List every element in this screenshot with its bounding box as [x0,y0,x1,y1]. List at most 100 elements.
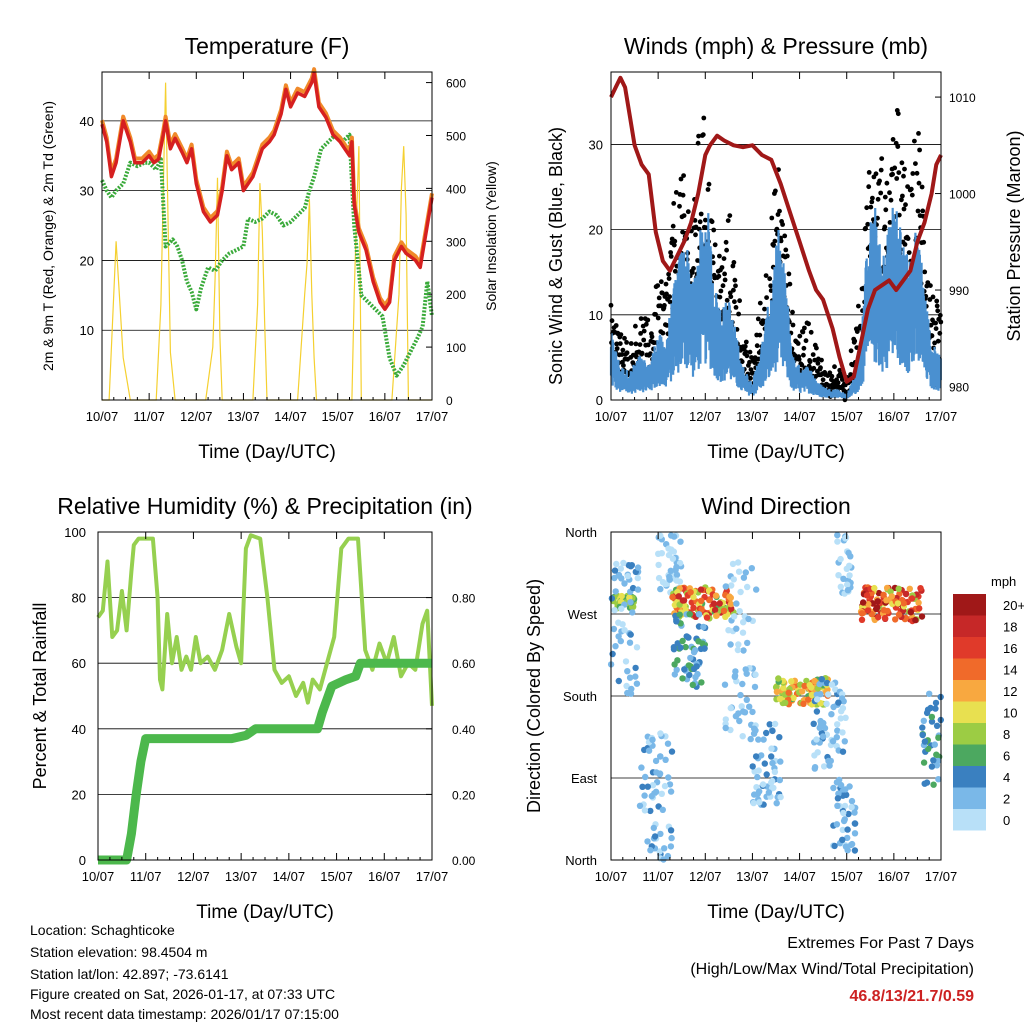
direction-dot [620,559,627,567]
direction-dot [698,606,705,613]
direction-dot [825,757,832,765]
direction-dot [883,597,890,604]
gust-dot [768,283,774,289]
gust-dot [731,287,736,293]
direction-dot [661,782,669,790]
direction-dot [655,561,662,569]
direction-dot [844,847,851,854]
gust-dot [814,345,819,351]
gust-dot [801,345,807,351]
direction-dot [818,676,825,683]
humidity-ytick-right-label: 0.80 [452,592,476,606]
direction-dot [634,564,642,571]
gust-dot [928,283,933,288]
direction-dot [679,637,686,645]
direction-dot [851,830,859,837]
humidity-ytick-label: 0 [79,853,86,868]
direction-dot [839,836,846,843]
direction-dot [874,604,881,611]
gust-dot [733,283,738,289]
gust-dot [624,350,630,356]
gust-dot [739,359,745,365]
direction-dot [769,759,776,767]
gust-dot [732,277,738,283]
direction-dot [752,671,759,678]
colorbar-swatch [953,615,986,637]
direction-dot [845,810,852,818]
winds-ylabel: Sonic Wind & Gust (Blue, Black) [546,127,566,385]
direction-dot [755,736,762,743]
gust-dot [879,156,885,162]
direction-dot [644,838,651,845]
temperature-xtick-label: 10/07 [86,409,119,424]
direction-dot [629,584,637,592]
direction-dot [739,680,746,688]
direction-dot [652,788,660,795]
direction-dot [725,627,732,634]
gust-dot [902,242,908,247]
direction-dot [632,664,639,672]
gust-dot [782,233,788,239]
direction-dot [919,731,926,739]
gust-dot [896,170,902,176]
temperature-ytick-right-label: 100 [446,341,466,355]
speed-colorbar: mph 20+ 18 16 14 12 10 8 6 4 2 0 [953,574,1024,831]
direction-dot [686,671,693,679]
gust-dot [728,294,734,300]
direction-dot [695,638,702,645]
colorbar-swatch [953,787,986,809]
gust-dot [673,190,679,195]
colorbar-label: 10 [1003,705,1017,720]
gust-dot [621,363,626,368]
direction-dot [906,585,913,592]
gust-dot [829,373,835,379]
gust-dot [662,303,667,308]
direction-dot [747,735,754,743]
direction-dot [744,639,751,647]
gust-dot [633,323,638,329]
direction-dot [726,593,733,600]
direction-dot [705,587,713,594]
gust-dot [769,215,775,221]
direction-dot [690,604,697,611]
direction-dot [611,567,619,574]
direction-title: Wind Direction [701,493,851,519]
direction-dot [688,599,695,606]
direction-dot [676,578,684,585]
direction-dot [818,721,825,728]
direction-dot [773,688,781,695]
direction-dot [686,611,693,618]
direction-dot [621,580,628,587]
direction-dot [925,745,932,752]
direction-dot [837,781,845,789]
direction-dot [650,824,657,832]
temperature-xlabel: Time (Day/UTC) [198,442,336,463]
direction-dot [933,751,940,758]
direction-dot [816,680,823,688]
direction-dot [920,717,927,724]
direction-dot [837,583,844,590]
gust-dot [754,343,760,349]
direction-dot [669,593,676,601]
humidity-chart: 0 20 40 60 80 100 0.00 0.20 0.40 0.60 0.80 Percent … [30,493,476,923]
direction-dot [720,607,728,614]
direction-xtick-label: 11/07 [642,869,674,884]
direction-dot [930,781,937,788]
winds-ylabel-right: Station Pressure (Maroon) [1004,130,1024,341]
gust-dot [663,281,669,287]
winds-xtick-label: 11/07 [642,409,674,424]
direction-dot [864,607,872,614]
humidity-ytick-right-label: 0.40 [452,723,476,737]
gust-dot [721,256,727,261]
gust-dot [742,344,748,349]
direction-dot [828,711,835,718]
direction-dot [935,734,942,741]
direction-dot [858,610,866,617]
direction-dot [828,681,836,688]
direction-dot [729,560,737,568]
gust-dot [641,328,647,334]
colorbar-title: mph [991,574,1016,589]
gust-dot [877,178,882,184]
gust-dot [767,276,773,282]
gust-dot [772,238,778,244]
